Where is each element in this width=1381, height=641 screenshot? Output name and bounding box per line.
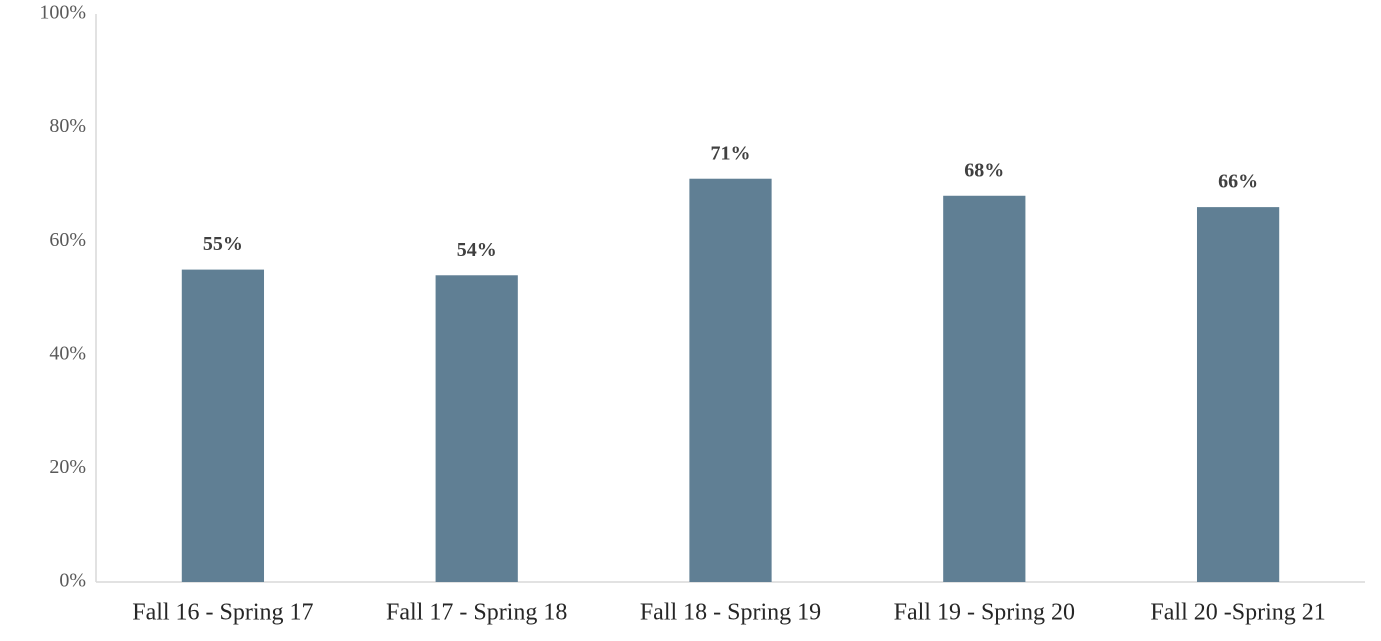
bar	[181, 269, 265, 582]
value-label: 66%	[1218, 171, 1258, 193]
y-tick-label: 20%	[49, 456, 86, 478]
x-tick-label: Fall 20 -Spring 21	[1150, 600, 1325, 626]
bar	[435, 275, 518, 582]
y-tick-label: 60%	[49, 229, 86, 251]
y-tick-label: 40%	[49, 342, 86, 364]
bar	[1196, 207, 1280, 582]
x-tick-label: Fall 17 - Spring 18	[386, 600, 567, 626]
bar	[943, 195, 1026, 582]
value-label: 54%	[457, 239, 497, 261]
y-tick-label: 0%	[59, 570, 86, 592]
x-tick-label: Fall 19 - Spring 20	[894, 600, 1075, 626]
value-label: 55%	[203, 233, 243, 255]
x-tick-label: Fall 16 - Spring 17	[132, 600, 313, 626]
x-tick-label: Fall 18 - Spring 19	[640, 600, 821, 626]
y-tick-label: 100%	[39, 2, 86, 24]
value-label: 71%	[711, 142, 751, 164]
y-tick-label: 80%	[49, 115, 86, 137]
value-label: 68%	[964, 159, 1004, 181]
bar	[689, 178, 772, 582]
